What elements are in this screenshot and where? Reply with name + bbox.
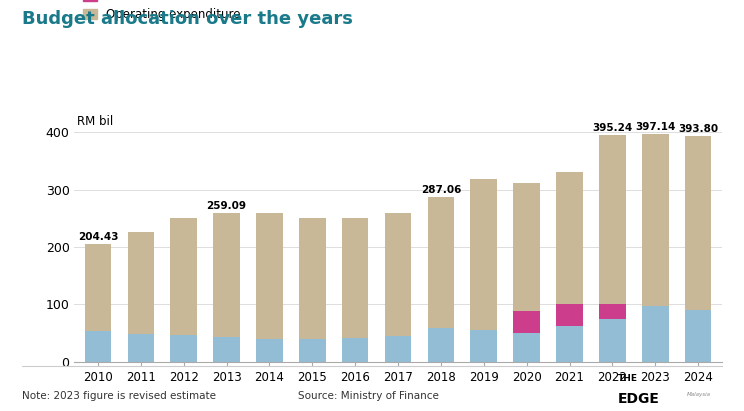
Text: 204.43: 204.43 xyxy=(77,232,118,242)
Bar xyxy=(513,333,540,362)
Bar xyxy=(127,334,154,362)
Bar xyxy=(599,135,626,304)
Bar xyxy=(170,218,197,335)
Bar xyxy=(470,179,497,330)
Bar xyxy=(557,304,583,326)
Bar xyxy=(513,311,540,333)
Bar xyxy=(214,337,240,362)
Bar xyxy=(470,330,497,362)
Bar xyxy=(599,304,626,319)
Text: 395.24: 395.24 xyxy=(592,123,632,133)
Text: 397.14: 397.14 xyxy=(635,122,676,132)
Text: Source: Ministry of Finance: Source: Ministry of Finance xyxy=(298,391,438,401)
Bar xyxy=(214,213,240,337)
Text: EDGE: EDGE xyxy=(618,392,659,406)
Bar xyxy=(299,339,326,362)
Text: 287.06: 287.06 xyxy=(420,185,461,195)
Text: 393.80: 393.80 xyxy=(678,124,718,134)
Bar xyxy=(342,218,368,337)
Bar xyxy=(428,197,454,328)
Bar xyxy=(85,245,112,331)
Bar xyxy=(684,136,711,310)
Bar xyxy=(642,306,669,362)
Bar xyxy=(513,183,540,311)
Bar xyxy=(599,319,626,362)
Bar xyxy=(385,213,411,336)
Bar xyxy=(642,134,669,306)
Bar xyxy=(170,335,197,362)
Text: RM bil: RM bil xyxy=(77,115,113,128)
Bar xyxy=(342,337,368,362)
Bar xyxy=(256,339,283,362)
Text: THE: THE xyxy=(618,374,638,383)
Bar xyxy=(557,173,583,304)
Bar xyxy=(127,232,154,334)
Bar xyxy=(256,213,283,339)
Text: Note: 2023 figure is revised estimate: Note: 2023 figure is revised estimate xyxy=(22,391,217,401)
Text: Budget allocation over the years: Budget allocation over the years xyxy=(22,10,353,28)
Text: 259.09: 259.09 xyxy=(207,201,246,211)
Bar xyxy=(428,328,454,362)
Bar xyxy=(85,331,112,362)
Text: Malaysia: Malaysia xyxy=(687,392,711,397)
Bar xyxy=(684,310,711,362)
Bar xyxy=(385,336,411,362)
Legend: Development expenditure, Covid-19 fund, Operating expenditure: Development expenditure, Covid-19 fund, … xyxy=(80,0,263,23)
Bar xyxy=(557,326,583,362)
Bar xyxy=(299,218,326,339)
